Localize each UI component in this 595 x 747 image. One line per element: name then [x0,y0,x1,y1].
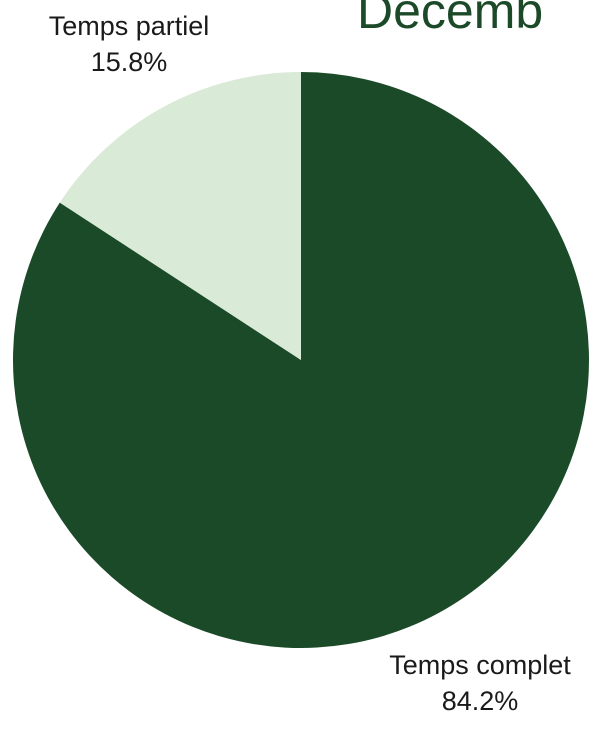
chart-title: Decemb [357,0,544,39]
slice-name-temps-complet: Temps complet [389,650,571,680]
slice-label-temps-complet: Temps complet 84.2% [365,647,595,719]
slice-label-temps-partiel: Temps partiel 15.8% [24,8,234,80]
slice-name-temps-partiel: Temps partiel [48,11,210,41]
pie-slice-temps-partiel [59,72,301,360]
slice-value-temps-complet: 84.2% [441,686,519,716]
pie-slice-temps-complet [12,72,589,648]
slice-value-temps-partiel: 15.8% [90,47,168,77]
